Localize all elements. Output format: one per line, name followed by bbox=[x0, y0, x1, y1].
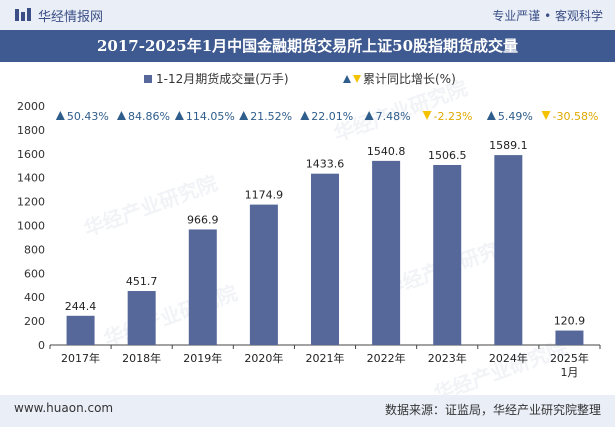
legend-label-volume: 1-12月期货成交量(万手) bbox=[156, 71, 289, 86]
x-tick-label: 2022年 bbox=[367, 351, 406, 365]
bar-value-label: 1540.8 bbox=[367, 145, 406, 158]
growth-down-icon bbox=[422, 111, 432, 120]
x-tick-label: 2023年 bbox=[428, 351, 467, 365]
growth-up-icon bbox=[364, 111, 374, 120]
y-tick-label: 1800 bbox=[17, 124, 45, 137]
x-tick-label: 2024年 bbox=[489, 351, 528, 365]
growth-up-icon bbox=[116, 111, 126, 120]
x-tick-label: 2018年 bbox=[122, 351, 161, 365]
chart-title: 2017-2025年1月中国金融期货交易所上证50股指期货成交量 bbox=[96, 37, 519, 55]
brand-logo: 华经情报网 bbox=[14, 6, 104, 25]
bar bbox=[555, 330, 584, 345]
y-tick-label: 600 bbox=[24, 267, 45, 280]
bar-value-label: 966.9 bbox=[187, 213, 219, 226]
tagline: 专业严谨 • 客观科学 bbox=[492, 9, 603, 23]
growth-label: -2.23% bbox=[434, 110, 473, 123]
growth-up-icon bbox=[486, 111, 496, 120]
y-tick-label: 1600 bbox=[17, 148, 45, 161]
bar-chart: 1-12月期货成交量(万手) 累计同比增长(%) 0 200 400 600 800 1000… bbox=[17, 71, 601, 379]
data-source: 数据来源：证监局，华经产业研究院整理 bbox=[384, 403, 601, 417]
growth-label: -30.58% bbox=[553, 110, 599, 123]
bar bbox=[249, 204, 278, 345]
bar bbox=[372, 160, 401, 345]
bar-value-label: 120.9 bbox=[554, 315, 586, 328]
bar-value-label: 1174.9 bbox=[245, 189, 284, 202]
legend-swatch-down bbox=[353, 75, 361, 83]
bar-value-label: 1506.5 bbox=[428, 149, 467, 162]
growth-up-icon bbox=[300, 111, 310, 120]
title-bar bbox=[0, 30, 615, 62]
growth-up-icon bbox=[239, 111, 249, 120]
x-tick-label: 2017年 bbox=[61, 351, 100, 365]
y-tick-label: 200 bbox=[24, 315, 45, 328]
growth-up-icon bbox=[174, 111, 184, 120]
bar bbox=[433, 164, 462, 345]
growth-label: 7.48% bbox=[376, 110, 411, 123]
site-url: www.huaon.com bbox=[14, 401, 114, 415]
bar bbox=[188, 229, 217, 345]
bar-value-label: 1589.1 bbox=[489, 139, 528, 152]
bar bbox=[311, 173, 339, 345]
y-tick-label: 1000 bbox=[17, 220, 45, 233]
growth-label: 114.05% bbox=[186, 110, 235, 123]
bar bbox=[66, 315, 95, 345]
growth-label: 84.86% bbox=[128, 110, 170, 123]
y-tick-label: 400 bbox=[24, 291, 45, 304]
legend-swatch-up bbox=[343, 75, 351, 83]
growth-label: 21.52% bbox=[250, 110, 292, 123]
legend-label-growth: 累计同比增长(%) bbox=[363, 72, 456, 86]
x-tick-label: 2020年 bbox=[244, 351, 283, 365]
growth-up-icon bbox=[55, 111, 65, 120]
y-tick-label: 2000 bbox=[17, 100, 45, 113]
bar bbox=[127, 291, 156, 345]
growth-down-icon bbox=[541, 111, 551, 120]
legend-swatch-volume bbox=[144, 75, 152, 83]
x-tick-label: 2019年 bbox=[183, 351, 222, 365]
x-tick-label: 2021年 bbox=[306, 351, 345, 365]
footer-bar bbox=[0, 395, 615, 427]
bar bbox=[494, 155, 523, 345]
y-tick-label: 1200 bbox=[17, 196, 45, 209]
brand-name: 华经情报网 bbox=[38, 9, 104, 25]
growth-label: 50.43% bbox=[67, 110, 109, 123]
x-tick-label: 2025年 bbox=[550, 351, 589, 365]
growth-label: 5.49% bbox=[498, 110, 533, 123]
growth-label: 22.01% bbox=[311, 110, 353, 123]
y-tick-label: 1400 bbox=[17, 172, 45, 185]
y-tick-label: 0 bbox=[38, 339, 45, 352]
y-tick-label: 800 bbox=[24, 243, 45, 256]
bar-value-label: 451.7 bbox=[126, 275, 158, 288]
bar-value-label: 1433.6 bbox=[306, 158, 345, 171]
top-bar bbox=[0, 0, 615, 30]
x-tick-label: 1月 bbox=[560, 366, 578, 379]
bar-value-label: 244.4 bbox=[65, 300, 97, 313]
brand-logo-icon bbox=[15, 8, 31, 21]
